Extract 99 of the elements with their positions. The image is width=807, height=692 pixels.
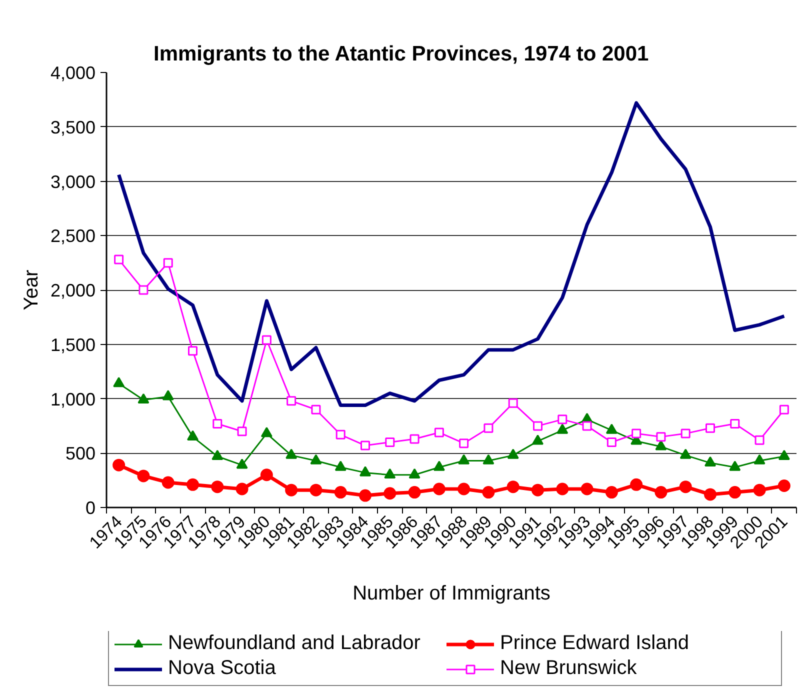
point	[236, 482, 248, 496]
point	[508, 398, 518, 408]
point	[779, 404, 789, 414]
point	[704, 456, 716, 467]
point	[656, 432, 666, 442]
legend-label: Nova Scotia	[168, 657, 277, 680]
point	[654, 486, 668, 499]
point	[580, 482, 594, 496]
point	[188, 346, 198, 356]
point	[679, 480, 692, 494]
point	[506, 480, 520, 494]
point	[162, 390, 174, 400]
point	[310, 484, 322, 496]
point	[556, 424, 568, 434]
legend-label: Prince Edward Island	[500, 632, 690, 655]
y-axis-title: Year	[20, 269, 42, 310]
point	[680, 448, 692, 459]
point	[532, 434, 544, 445]
point	[558, 414, 568, 424]
point	[606, 438, 616, 447]
point	[384, 487, 396, 500]
y-tick-label: 4,000	[50, 63, 96, 83]
point	[706, 423, 715, 433]
point	[186, 478, 199, 491]
point	[458, 454, 470, 464]
point	[532, 484, 544, 496]
legend-label: New Brunswick	[500, 657, 638, 680]
point	[114, 254, 124, 264]
point	[408, 486, 421, 499]
point	[163, 258, 173, 268]
point	[334, 486, 347, 499]
point	[753, 484, 766, 496]
point	[137, 470, 150, 482]
point	[408, 468, 420, 479]
y-tick-label: 500	[65, 444, 96, 464]
point	[484, 423, 494, 433]
point	[778, 450, 790, 460]
point	[187, 430, 198, 440]
point	[138, 285, 148, 295]
point	[236, 458, 248, 469]
point	[334, 460, 346, 471]
point	[260, 468, 273, 482]
point	[556, 482, 569, 496]
point	[728, 486, 742, 499]
point	[360, 440, 370, 450]
point	[630, 478, 643, 491]
point	[310, 454, 322, 464]
point	[138, 393, 150, 404]
point	[162, 476, 174, 489]
point	[482, 486, 495, 499]
point	[434, 428, 444, 438]
point	[432, 482, 446, 496]
point	[582, 421, 592, 431]
point	[754, 454, 766, 464]
point	[459, 438, 469, 448]
point	[458, 482, 470, 496]
y-tick-label: 2,500	[50, 226, 96, 246]
point	[385, 438, 395, 447]
point	[606, 424, 618, 434]
point	[410, 434, 420, 444]
point	[286, 396, 296, 406]
point	[211, 480, 224, 494]
legend-label: Newfoundland and Labrador	[168, 632, 422, 655]
point	[113, 377, 125, 388]
y-tick-label: 1,500	[50, 334, 96, 355]
chart-title: Immigrants to the Atantic Provinces, 1974 to 2001	[154, 42, 650, 66]
point	[384, 468, 396, 479]
point	[632, 428, 642, 438]
point	[260, 427, 272, 438]
point	[212, 419, 222, 429]
point	[482, 454, 494, 464]
point	[336, 430, 346, 440]
point	[729, 460, 741, 471]
y-tick-label: 1,000	[50, 389, 96, 410]
point	[507, 448, 519, 459]
line-series	[117, 101, 786, 408]
point	[778, 480, 790, 492]
point	[433, 460, 445, 471]
point	[605, 486, 618, 499]
point	[730, 419, 740, 429]
y-tick-label: 3,500	[50, 117, 96, 138]
point	[285, 484, 298, 496]
point	[286, 448, 298, 459]
point	[655, 440, 667, 450]
y-tick-label: 2,000	[50, 280, 96, 300]
x-axis-title: Number of Immigrants	[352, 582, 550, 605]
point	[533, 421, 542, 431]
point	[359, 489, 372, 502]
point	[311, 404, 321, 414]
y-tick-label: 3,000	[50, 172, 96, 192]
point	[360, 466, 371, 476]
point	[212, 450, 224, 460]
y-tick-label: 0	[85, 498, 96, 518]
point	[680, 428, 690, 438]
point	[112, 458, 126, 472]
point	[704, 488, 716, 501]
point	[754, 435, 764, 445]
point	[262, 335, 272, 345]
point	[237, 426, 247, 436]
